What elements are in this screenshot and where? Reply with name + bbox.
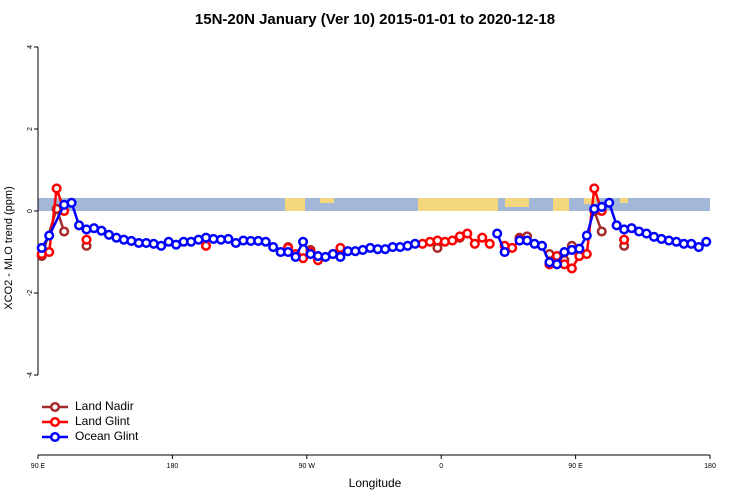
data-point bbox=[268, 242, 279, 253]
y-axis-label: XCO2 - MLO trend (ppm) bbox=[3, 186, 15, 309]
y-tick-label: 2 bbox=[27, 127, 34, 131]
data-point bbox=[581, 249, 592, 260]
data-point bbox=[283, 246, 294, 258]
data-point bbox=[499, 246, 510, 258]
data-point bbox=[589, 183, 600, 194]
data-point bbox=[66, 197, 77, 208]
y-tick-label: -2 bbox=[27, 290, 34, 296]
x-tick-label: 180 bbox=[704, 463, 716, 470]
data-point bbox=[298, 236, 309, 247]
data-point bbox=[536, 240, 548, 251]
y-tick-label: 0 bbox=[27, 209, 34, 213]
data-point bbox=[462, 228, 473, 239]
data-point bbox=[619, 234, 630, 245]
data-point bbox=[581, 230, 592, 241]
x-tick-label: 90 E bbox=[568, 463, 583, 470]
series bbox=[36, 183, 630, 274]
y-tick-label: -4 bbox=[27, 372, 34, 378]
data-point bbox=[469, 238, 480, 249]
data-point bbox=[81, 234, 92, 245]
legend-marker bbox=[49, 416, 61, 428]
data-point bbox=[96, 225, 107, 236]
legend-marker bbox=[49, 401, 61, 413]
series bbox=[36, 197, 712, 270]
data-point bbox=[36, 242, 47, 253]
land-ocean-strip bbox=[38, 198, 710, 211]
x-tick-label: 90 W bbox=[299, 463, 316, 470]
data-point bbox=[701, 236, 712, 247]
data-point bbox=[260, 236, 271, 247]
data-point bbox=[492, 228, 503, 239]
x-tick-label: 90 E bbox=[31, 463, 46, 470]
x-tick-label: 180 bbox=[167, 463, 179, 470]
x-tick-label: 0 bbox=[439, 463, 443, 470]
data-point bbox=[200, 240, 212, 251]
data-point bbox=[596, 201, 607, 212]
data-point bbox=[74, 220, 85, 231]
data-point bbox=[51, 183, 62, 194]
legend-label: Land Glint bbox=[75, 414, 130, 428]
data-point bbox=[335, 251, 346, 262]
data-point bbox=[290, 251, 301, 262]
data-point bbox=[447, 235, 458, 246]
data-point bbox=[156, 240, 167, 251]
data-point bbox=[604, 197, 615, 208]
data-point bbox=[611, 220, 622, 231]
data-point bbox=[59, 226, 70, 237]
data-point bbox=[410, 238, 421, 249]
data-point bbox=[574, 243, 585, 254]
chart-title: 15N-20N January (Ver 10) 2015-01-01 to 2… bbox=[195, 11, 555, 28]
data-point bbox=[44, 246, 55, 258]
legend-marker bbox=[49, 431, 61, 443]
data-point bbox=[566, 263, 577, 274]
data-point bbox=[477, 232, 488, 243]
data-point bbox=[693, 242, 704, 253]
data-point bbox=[596, 226, 607, 237]
data-point bbox=[44, 230, 55, 241]
x-axis-label: Longitude bbox=[349, 476, 402, 490]
data-point bbox=[507, 242, 518, 253]
data-point bbox=[551, 259, 562, 270]
data-point bbox=[223, 233, 234, 244]
data-point bbox=[484, 238, 495, 249]
legend-label: Land Nadir bbox=[75, 399, 134, 413]
y-tick-label: 4 bbox=[27, 45, 34, 49]
legend-label: Ocean Glint bbox=[75, 429, 139, 443]
